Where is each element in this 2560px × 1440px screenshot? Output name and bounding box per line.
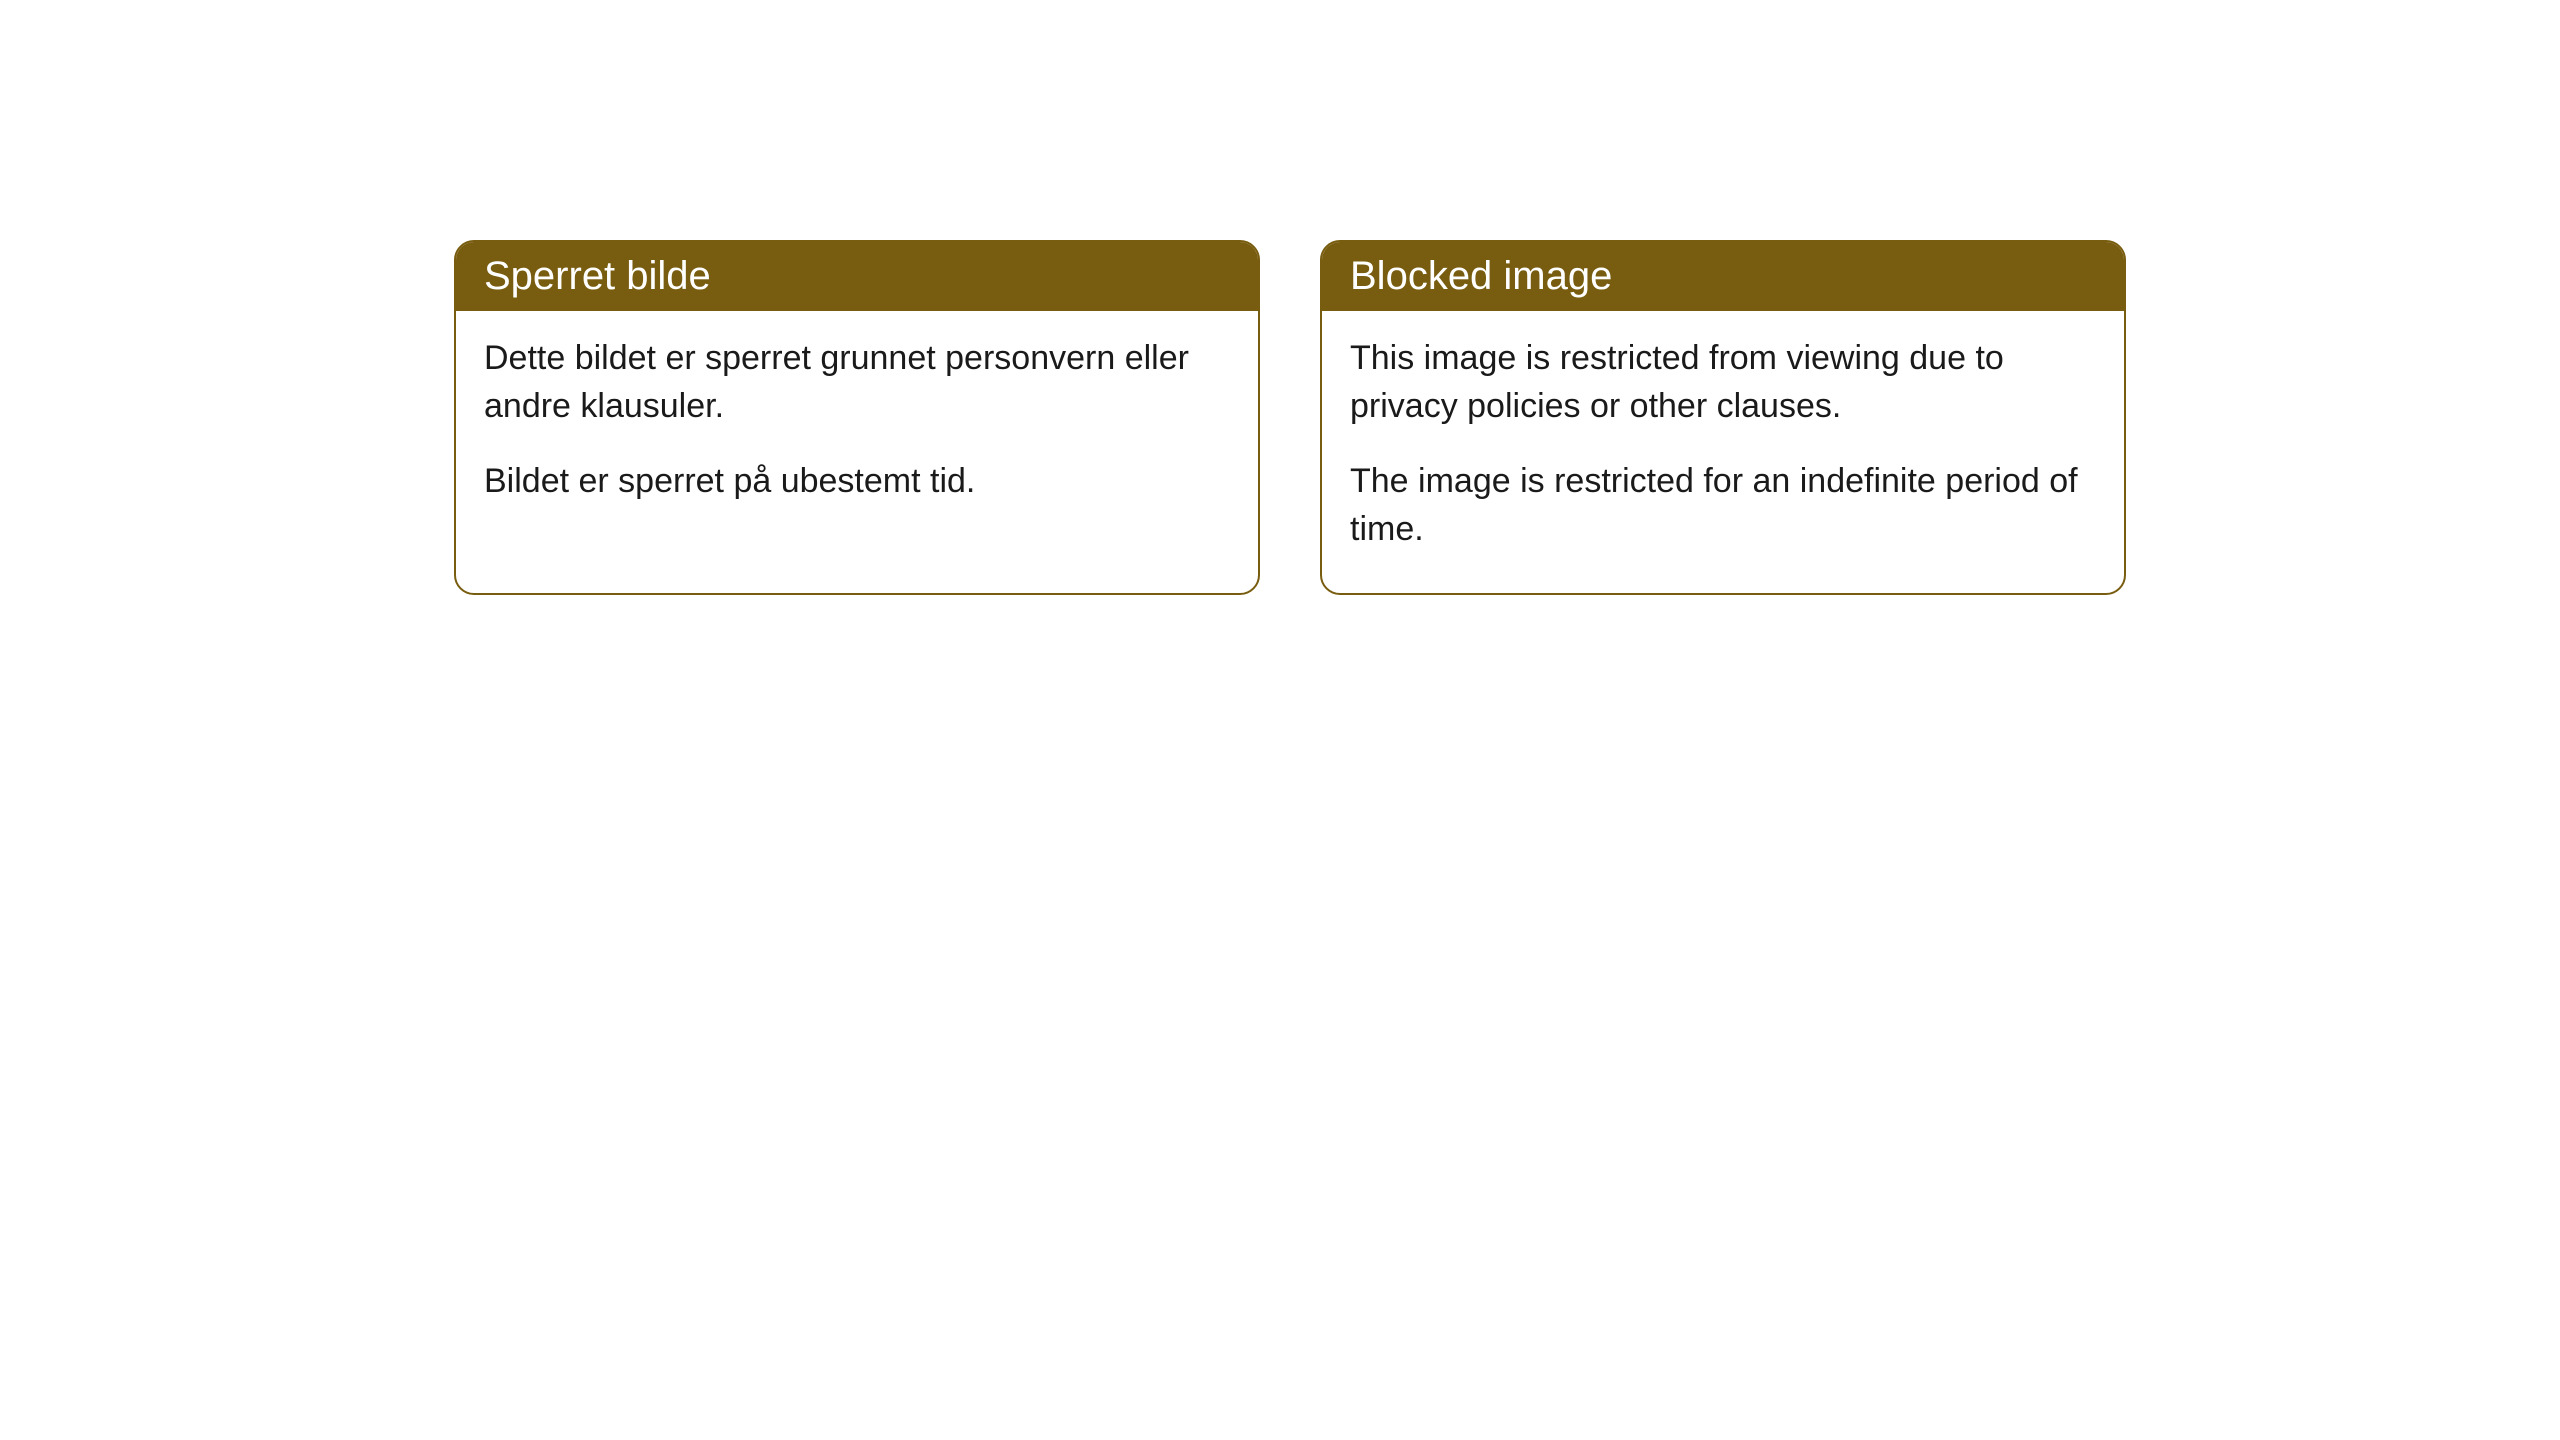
notice-card-norwegian: Sperret bilde Dette bildet er sperret gr…: [454, 240, 1260, 595]
notice-card-english: Blocked image This image is restricted f…: [1320, 240, 2126, 595]
card-body: This image is restricted from viewing du…: [1322, 311, 2124, 593]
card-body: Dette bildet er sperret grunnet personve…: [456, 311, 1258, 546]
card-paragraph: This image is restricted from viewing du…: [1350, 335, 2096, 430]
card-header: Blocked image: [1322, 242, 2124, 311]
notice-cards-container: Sperret bilde Dette bildet er sperret gr…: [0, 0, 2560, 595]
card-paragraph: Bildet er sperret på ubestemt tid.: [484, 458, 1230, 506]
card-title: Sperret bilde: [484, 254, 711, 298]
card-title: Blocked image: [1350, 254, 1612, 298]
card-header: Sperret bilde: [456, 242, 1258, 311]
card-paragraph: Dette bildet er sperret grunnet personve…: [484, 335, 1230, 430]
card-paragraph: The image is restricted for an indefinit…: [1350, 458, 2096, 553]
